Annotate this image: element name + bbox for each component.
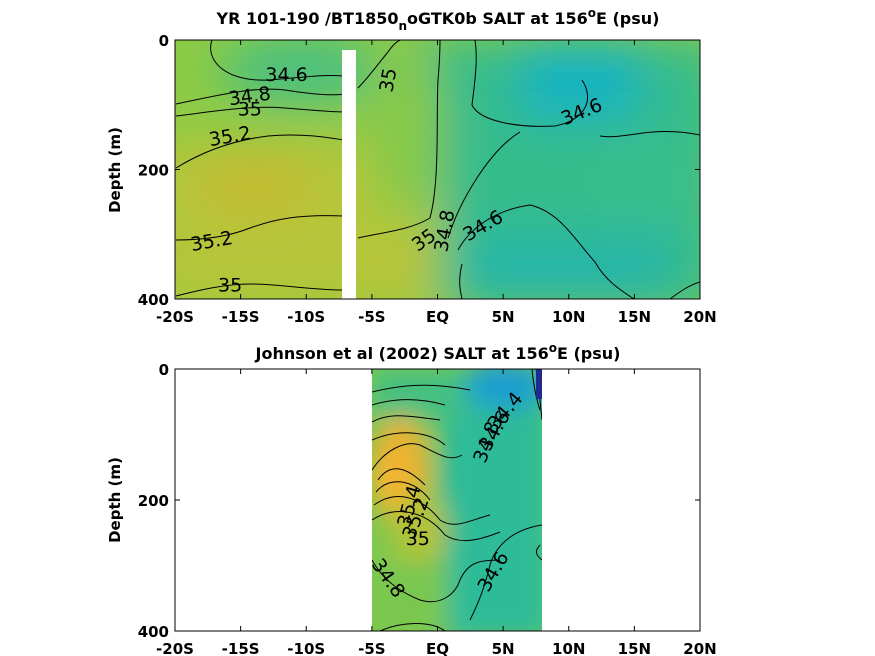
top-xtick-label: 20N	[683, 308, 716, 326]
top-contour-label: 34.6	[265, 64, 307, 86]
top-panel-title: YR 101-190 /BT1850noGTK0b SALT at 156oE …	[216, 6, 660, 33]
top-ytick-label: 0	[159, 32, 169, 50]
bottom-xtick-label: 10N	[552, 640, 585, 656]
top-yaxis: 0 200 400	[138, 32, 700, 309]
top-xtick-label: 5N	[492, 308, 515, 326]
bottom-ytick-label: 0	[159, 361, 169, 379]
bottom-ytick-label: 200	[138, 492, 169, 510]
top-xtick-label: EQ	[426, 308, 449, 326]
bottom-fresh-patch	[536, 369, 542, 399]
bottom-panel: Johnson et al (2002) SALT at 156oE (psu)…	[106, 341, 717, 656]
bottom-xtick-label: -5S	[358, 640, 385, 656]
top-ylabel: Depth (m)	[106, 127, 124, 213]
top-xtick-label: 10N	[552, 308, 585, 326]
top-contour-label: 35	[376, 66, 402, 94]
top-missing-data-strip	[342, 50, 356, 299]
top-xaxis: -20S -15S -10S -5S EQ 5N 10N 15N 20N	[156, 40, 717, 326]
bottom-xtick-label: -20S	[156, 640, 194, 656]
top-panel: YR 101-190 /BT1850noGTK0b SALT at 156oE …	[106, 6, 717, 326]
bottom-ytick-label: 400	[138, 623, 169, 641]
top-xtick-label: -5S	[358, 308, 385, 326]
top-xtick-label: -20S	[156, 308, 194, 326]
bottom-xtick-label: -15S	[222, 640, 260, 656]
bottom-ylabel: Depth (m)	[106, 457, 124, 543]
bottom-panel-title: Johnson et al (2002) SALT at 156oE (psu)	[255, 341, 621, 363]
top-contour-lines	[175, 40, 700, 299]
bottom-contour-label: 35	[406, 528, 430, 550]
top-ytick-label: 400	[138, 291, 169, 309]
top-contour-label: 35	[218, 275, 242, 297]
bottom-xtick-label: EQ	[426, 640, 449, 656]
bottom-xaxis: -20S -15S -10S -5S EQ 5N 10N 15N 20N	[156, 369, 717, 656]
bottom-yaxis: 0 200 400	[138, 361, 700, 641]
bottom-contour-lines	[372, 369, 542, 631]
top-ytick-label: 200	[138, 162, 169, 180]
top-xtick-label: 15N	[618, 308, 651, 326]
top-xtick-label: -10S	[287, 308, 325, 326]
top-xtick-label: -15S	[222, 308, 260, 326]
bottom-xtick-label: -10S	[287, 640, 325, 656]
bottom-xtick-label: 15N	[618, 640, 651, 656]
top-contour-label: 35	[238, 98, 262, 120]
bottom-xtick-label: 5N	[492, 640, 515, 656]
bottom-xtick-label: 20N	[683, 640, 716, 656]
